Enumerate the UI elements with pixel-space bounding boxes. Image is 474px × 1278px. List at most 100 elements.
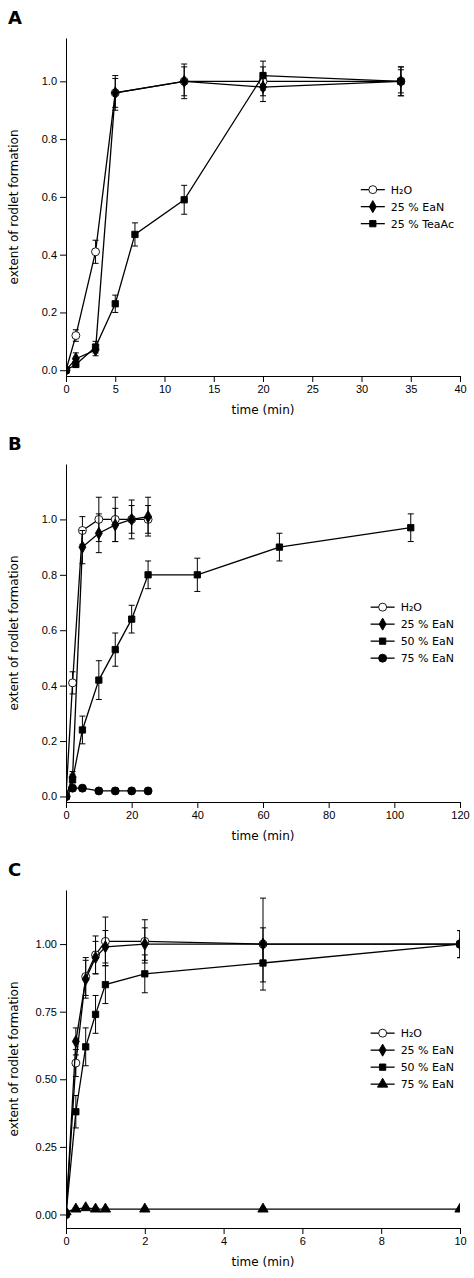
marker — [112, 519, 119, 531]
series — [66, 898, 460, 1218]
tick: 8 — [379, 1228, 385, 1247]
tick: 0.6 — [42, 624, 66, 636]
plot-area: 02468100.000.250.500.751.00H₂O25 % EaN50… — [36, 891, 467, 1247]
marker — [92, 344, 99, 356]
tick-label: 80 — [323, 809, 335, 821]
legend-label: 75 % EaN — [401, 652, 454, 665]
marker — [102, 941, 109, 953]
marker — [100, 1203, 110, 1212]
tick: 0 — [63, 1228, 69, 1247]
tick-label: 0.50 — [36, 1073, 57, 1085]
tick-mark — [381, 1228, 382, 1234]
tick-mark — [60, 796, 66, 797]
error-bar — [129, 500, 135, 539]
tick-label: 0.6 — [42, 624, 57, 636]
marker — [112, 87, 119, 99]
tick: 4 — [221, 1228, 227, 1247]
axis-line — [66, 891, 67, 1229]
tick-label: 10 — [454, 1235, 466, 1247]
marker — [276, 544, 282, 550]
tick-label: 0.4 — [42, 680, 57, 692]
tick-mark — [60, 519, 66, 520]
legend-marker — [379, 638, 385, 644]
tick: 15 — [208, 376, 220, 395]
tick: 0.8 — [42, 569, 66, 581]
series — [66, 784, 152, 800]
error-bar — [102, 966, 108, 1004]
error-bar — [408, 514, 414, 542]
error-bar — [145, 497, 151, 536]
legend-item: 25 % EaN — [361, 201, 444, 214]
tick-label: 100 — [386, 809, 404, 821]
tick: 40 — [192, 802, 204, 821]
x-axis-title: time (min) — [232, 403, 295, 417]
tick-label: 25 — [307, 383, 319, 395]
axis-line — [66, 465, 67, 803]
tick-label: 5 — [113, 383, 119, 395]
tick: 1.00 — [36, 938, 66, 950]
legend-marker — [369, 186, 377, 194]
tick-mark — [411, 376, 412, 382]
error-bar — [398, 67, 404, 96]
marker — [66, 364, 69, 376]
tick-mark — [60, 370, 66, 371]
panel: 05101520253035400.00.20.40.60.81.0H₂O25 … — [7, 7, 467, 417]
error-bar — [145, 561, 151, 589]
y-axis-title: extent of rodlet formation — [7, 981, 21, 1136]
marker — [83, 1044, 89, 1050]
legend-marker — [377, 1078, 387, 1087]
series — [66, 67, 405, 374]
error-bar — [102, 917, 108, 966]
marker — [457, 941, 460, 947]
legend-marker — [379, 603, 387, 611]
legend-label: 25 % EaN — [391, 201, 444, 214]
tick-mark — [263, 376, 264, 382]
marker — [457, 938, 460, 950]
series-line — [66, 944, 460, 1214]
error-bar — [93, 941, 99, 973]
tick-label: 0 — [63, 1235, 69, 1247]
error-bar — [276, 533, 282, 561]
tick-label: 0.8 — [42, 133, 57, 145]
tick-label: 1.0 — [42, 513, 57, 525]
tick-label: 10 — [159, 383, 171, 395]
legend-marker — [379, 1044, 386, 1056]
legend-marker — [379, 1029, 387, 1037]
x-axis-title: time (min) — [232, 1255, 295, 1269]
legend-label: H₂O — [391, 184, 413, 197]
tick: 0 — [63, 802, 69, 821]
data — [66, 898, 460, 1220]
legend-marker — [369, 201, 376, 213]
tick: 35 — [405, 376, 417, 395]
marker — [95, 527, 102, 539]
marker — [66, 792, 70, 800]
tick-mark — [302, 1228, 303, 1234]
tick-mark — [60, 139, 66, 140]
tick-mark — [60, 312, 66, 313]
marker — [112, 646, 118, 652]
tick: 1.0 — [42, 513, 66, 525]
tick-label: 20 — [257, 383, 269, 395]
error-bar — [194, 558, 200, 591]
tick-label: 0.0 — [42, 790, 57, 802]
tick-label: 0.00 — [36, 1209, 57, 1221]
error-bar — [73, 330, 79, 342]
tick-label: 120 — [451, 809, 469, 821]
marker — [132, 231, 138, 237]
legend-item: H₂O — [371, 601, 423, 614]
marker — [128, 787, 136, 795]
marker — [102, 981, 108, 987]
error-bar — [112, 497, 118, 541]
plot-area: 05101520253035400.00.20.40.60.81.0H₂O25 … — [42, 39, 467, 395]
legend-label: 75 % EaN — [401, 1078, 454, 1091]
tick-mark — [132, 802, 133, 808]
tick-mark — [115, 376, 116, 382]
legend-label: 25 % EaN — [401, 1044, 454, 1057]
tick-mark — [60, 944, 66, 945]
marker — [73, 361, 79, 367]
series — [66, 61, 404, 373]
tick-mark — [394, 802, 395, 808]
tick-label: 0.75 — [36, 1006, 57, 1018]
tick-label: 1.00 — [36, 938, 57, 950]
marker — [69, 784, 77, 792]
